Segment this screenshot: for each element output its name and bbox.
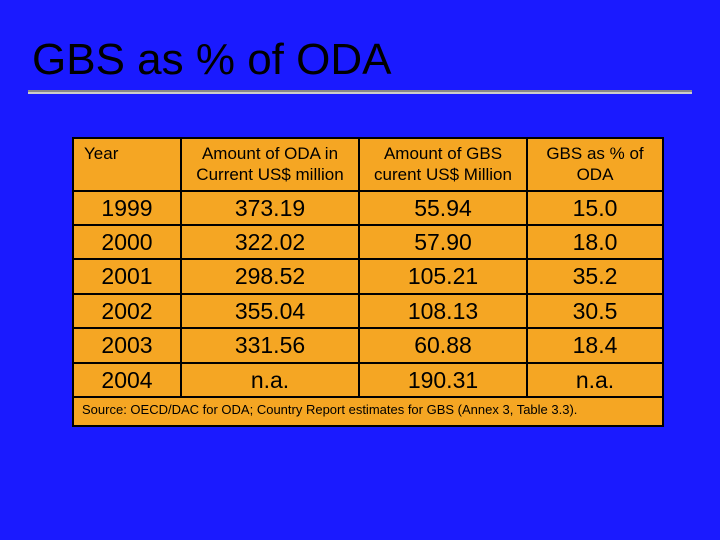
cell-oda: 298.52 — [181, 259, 359, 293]
cell-oda: 373.19 — [181, 191, 359, 225]
cell-oda: 355.04 — [181, 294, 359, 328]
title-underline — [28, 90, 692, 94]
cell-pct: 18.0 — [527, 225, 663, 259]
col-header-gbs-amount: Amount of GBS curent US$ Million — [359, 138, 527, 191]
cell-pct: 30.5 — [527, 294, 663, 328]
cell-oda: 331.56 — [181, 328, 359, 362]
col-header-oda-amount: Amount of ODA in Current US$ million — [181, 138, 359, 191]
cell-year: 2000 — [73, 225, 181, 259]
cell-year: 2002 — [73, 294, 181, 328]
cell-pct: 15.0 — [527, 191, 663, 225]
cell-pct: n.a. — [527, 363, 663, 397]
table-row: 2004 n.a. 190.31 n.a. — [73, 363, 663, 397]
data-table: Year Amount of ODA in Current US$ millio… — [72, 137, 664, 427]
table-row: 2003 331.56 60.88 18.4 — [73, 328, 663, 362]
cell-gbs: 105.21 — [359, 259, 527, 293]
cell-oda: 322.02 — [181, 225, 359, 259]
cell-year: 2001 — [73, 259, 181, 293]
table-header-row: Year Amount of ODA in Current US$ millio… — [73, 138, 663, 191]
cell-year: 2004 — [73, 363, 181, 397]
cell-gbs: 108.13 — [359, 294, 527, 328]
cell-gbs: 190.31 — [359, 363, 527, 397]
data-table-container: Year Amount of ODA in Current US$ millio… — [72, 137, 662, 427]
table-row: 2000 322.02 57.90 18.0 — [73, 225, 663, 259]
cell-gbs: 60.88 — [359, 328, 527, 362]
cell-pct: 35.2 — [527, 259, 663, 293]
col-header-gbs-pct: GBS as % of ODA — [527, 138, 663, 191]
table-footer-row: Source: OECD/DAC for ODA; Country Report… — [73, 397, 663, 426]
cell-year: 2003 — [73, 328, 181, 362]
col-header-year: Year — [73, 138, 181, 191]
cell-year: 1999 — [73, 191, 181, 225]
table-row: 2001 298.52 105.21 35.2 — [73, 259, 663, 293]
table-footer-source: Source: OECD/DAC for ODA; Country Report… — [73, 397, 663, 426]
cell-gbs: 55.94 — [359, 191, 527, 225]
cell-oda: n.a. — [181, 363, 359, 397]
table-row: 1999 373.19 55.94 15.0 — [73, 191, 663, 225]
table-row: 2002 355.04 108.13 30.5 — [73, 294, 663, 328]
page-title: GBS as % of ODA — [32, 35, 391, 85]
cell-gbs: 57.90 — [359, 225, 527, 259]
cell-pct: 18.4 — [527, 328, 663, 362]
